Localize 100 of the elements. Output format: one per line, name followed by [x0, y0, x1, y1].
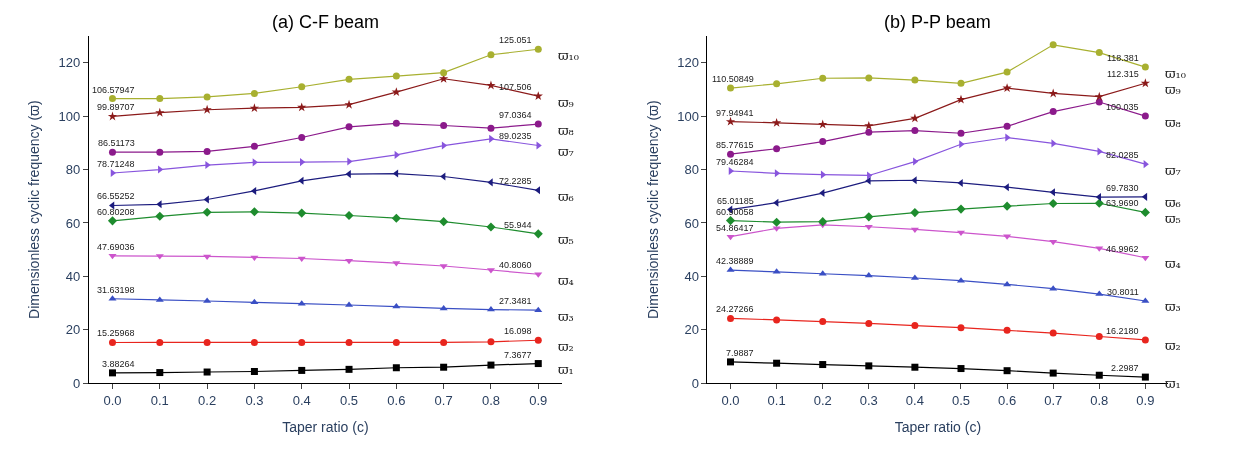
point: [298, 83, 306, 91]
point: [957, 324, 965, 332]
point: [1095, 333, 1103, 340]
point: [865, 319, 873, 327]
point: [911, 363, 919, 371]
y-tick-label: 80: [65, 162, 81, 178]
point: [1095, 49, 1103, 57]
point: [865, 128, 873, 136]
point: [440, 363, 448, 371]
point: [1003, 122, 1011, 130]
point: [534, 336, 542, 344]
point: [155, 107, 165, 117]
point: [392, 72, 400, 80]
series-label: ϖ₃: [558, 309, 574, 324]
x-tick-label: 0.9: [1136, 392, 1155, 408]
point: [1141, 373, 1149, 381]
point: [203, 368, 211, 376]
x-tick-label: 0.5: [951, 392, 971, 408]
x-axis-title: Taper ratio (c): [894, 419, 982, 436]
x-tick-label: 0.3: [859, 392, 878, 408]
y-tick-label: 20: [684, 322, 699, 338]
point: [1048, 88, 1058, 98]
data-label: 125.051: [499, 35, 532, 45]
point: [109, 369, 116, 377]
series-label: ϖ₂: [558, 339, 574, 354]
point: [819, 318, 827, 326]
data-label: 55.944: [504, 220, 532, 230]
y-axis-title: Dimensionless cyclic frequency (ϖ): [644, 100, 661, 319]
point: [156, 148, 164, 156]
point: [392, 169, 399, 178]
point: [202, 207, 212, 217]
y-tick-label: 20: [65, 322, 81, 338]
data-label: 16.2180: [1106, 326, 1139, 336]
point: [1094, 91, 1104, 101]
data-label: 66.55252: [97, 191, 135, 201]
point: [819, 361, 827, 369]
point: [250, 89, 258, 97]
y-tick-label: 60: [65, 215, 81, 231]
data-label: 107.506: [499, 82, 532, 92]
point: [203, 93, 211, 101]
point: [1095, 193, 1102, 202]
point: [1003, 280, 1012, 287]
point: [771, 117, 782, 127]
point: [818, 119, 828, 129]
point: [727, 150, 735, 158]
point: [487, 361, 495, 369]
data-label: 42.38889: [716, 256, 754, 266]
point: [392, 364, 400, 372]
y-tick-label: 0: [691, 375, 699, 391]
point: [487, 338, 495, 346]
point: [1140, 78, 1151, 88]
point: [1003, 68, 1011, 76]
y-tick-label: 100: [58, 108, 81, 124]
point: [725, 216, 736, 226]
point: [156, 95, 164, 103]
x-tick-label: 0.2: [198, 392, 217, 408]
point: [250, 142, 258, 150]
point: [1049, 369, 1057, 377]
point: [1049, 239, 1058, 246]
point: [344, 99, 354, 109]
point: [956, 230, 966, 237]
data-label: 47.69036: [97, 242, 135, 252]
point: [773, 316, 781, 324]
series-label: ϖ₅: [558, 232, 574, 247]
point: [486, 222, 496, 232]
point: [345, 258, 354, 265]
data-label: 31.63198: [97, 285, 135, 295]
point: [440, 122, 448, 130]
chart-title: (b) P-P beam: [884, 12, 991, 32]
data-label: 65.01185: [717, 196, 754, 206]
point: [772, 217, 782, 227]
x-tick-label: 0.1: [767, 392, 786, 408]
data-label: 2.2987: [1111, 363, 1139, 373]
data-label: 79.46284: [716, 157, 754, 167]
series-label: ϖ₁₀: [1165, 66, 1187, 81]
data-label: 112.315: [1107, 69, 1139, 79]
data-label: 106.57947: [92, 85, 135, 95]
point: [773, 80, 781, 88]
point: [155, 211, 165, 221]
point: [345, 338, 353, 346]
point: [1048, 198, 1058, 209]
x-tick-label: 0.6: [387, 392, 406, 408]
series-label: ϖ₉: [558, 95, 574, 110]
x-axis-title: Taper ratio (c): [282, 419, 369, 436]
data-label: 89.0235: [499, 131, 532, 141]
point: [819, 74, 827, 82]
series-label: ϖ₇: [1165, 163, 1181, 178]
point: [391, 213, 401, 223]
series-label: ϖ₂: [1165, 338, 1181, 353]
point: [956, 204, 966, 214]
point: [910, 208, 920, 218]
point: [345, 75, 353, 83]
chart-title: (a) C-F beam: [272, 12, 380, 32]
point: [534, 45, 542, 53]
point: [1049, 108, 1057, 116]
point: [203, 147, 211, 155]
point: [440, 69, 448, 77]
y-tick-label: 120: [58, 55, 81, 71]
point: [441, 141, 448, 150]
point: [156, 369, 164, 377]
